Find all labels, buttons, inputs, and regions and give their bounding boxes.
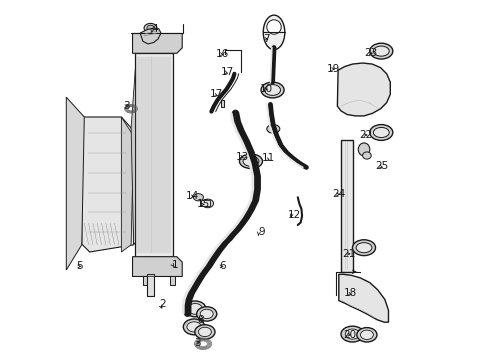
Ellipse shape — [340, 326, 363, 342]
Polygon shape — [244, 155, 253, 162]
Ellipse shape — [239, 154, 262, 168]
Text: 8: 8 — [197, 315, 203, 325]
Text: 2: 2 — [159, 299, 165, 309]
Text: 18: 18 — [344, 288, 357, 298]
Text: 17: 17 — [209, 89, 223, 99]
Ellipse shape — [358, 143, 369, 156]
Text: 21: 21 — [342, 249, 355, 259]
Bar — [169, 276, 175, 285]
Polygon shape — [132, 33, 182, 53]
Ellipse shape — [369, 125, 392, 140]
Ellipse shape — [184, 301, 205, 317]
Text: 20: 20 — [343, 330, 355, 340]
Bar — [146, 274, 153, 296]
Text: 19: 19 — [326, 64, 339, 74]
Ellipse shape — [202, 199, 213, 208]
Text: 1: 1 — [172, 260, 178, 270]
Ellipse shape — [373, 127, 388, 138]
Text: 7: 7 — [263, 34, 269, 44]
Ellipse shape — [352, 240, 375, 256]
Text: 11: 11 — [262, 153, 275, 163]
Ellipse shape — [146, 25, 154, 31]
Ellipse shape — [243, 156, 258, 166]
Ellipse shape — [360, 330, 373, 339]
Ellipse shape — [144, 23, 157, 33]
Text: 9: 9 — [258, 227, 264, 237]
Bar — [135, 53, 173, 257]
Polygon shape — [337, 63, 389, 116]
Ellipse shape — [264, 85, 280, 95]
Text: 3: 3 — [123, 101, 129, 111]
Ellipse shape — [356, 328, 376, 342]
Text: 3: 3 — [194, 338, 201, 348]
Text: 4: 4 — [152, 24, 158, 34]
Bar — [142, 276, 148, 285]
Bar — [201, 200, 210, 206]
Text: 14: 14 — [185, 191, 199, 201]
Ellipse shape — [261, 82, 284, 98]
Text: 23: 23 — [364, 48, 377, 58]
Ellipse shape — [373, 46, 388, 56]
Ellipse shape — [266, 125, 279, 133]
Text: 15: 15 — [196, 199, 209, 210]
Polygon shape — [131, 68, 135, 245]
Polygon shape — [140, 28, 161, 44]
Polygon shape — [66, 97, 84, 270]
Polygon shape — [81, 117, 133, 252]
Ellipse shape — [196, 307, 216, 321]
Text: 6: 6 — [219, 261, 225, 271]
Polygon shape — [338, 274, 387, 322]
Ellipse shape — [187, 303, 202, 314]
Polygon shape — [340, 140, 352, 272]
Ellipse shape — [200, 309, 213, 319]
Text: 17: 17 — [220, 67, 233, 77]
Polygon shape — [132, 257, 182, 276]
Text: 10: 10 — [259, 84, 272, 94]
Ellipse shape — [198, 327, 211, 337]
Ellipse shape — [183, 319, 204, 335]
Ellipse shape — [186, 322, 201, 332]
Text: 22: 22 — [359, 130, 372, 140]
Text: 24: 24 — [331, 189, 345, 199]
Ellipse shape — [194, 325, 215, 339]
Ellipse shape — [263, 15, 284, 50]
Text: 16: 16 — [216, 49, 229, 59]
Text: 25: 25 — [375, 161, 388, 171]
Text: 5: 5 — [76, 261, 83, 271]
Ellipse shape — [345, 329, 359, 339]
Ellipse shape — [266, 20, 281, 34]
Bar — [220, 100, 224, 107]
Bar — [146, 274, 153, 276]
Ellipse shape — [369, 43, 392, 59]
Polygon shape — [121, 117, 133, 252]
Text: 12: 12 — [287, 210, 300, 220]
Ellipse shape — [204, 201, 210, 206]
Ellipse shape — [193, 194, 203, 201]
Ellipse shape — [362, 152, 370, 159]
Text: 13: 13 — [236, 152, 249, 162]
Ellipse shape — [355, 243, 371, 253]
